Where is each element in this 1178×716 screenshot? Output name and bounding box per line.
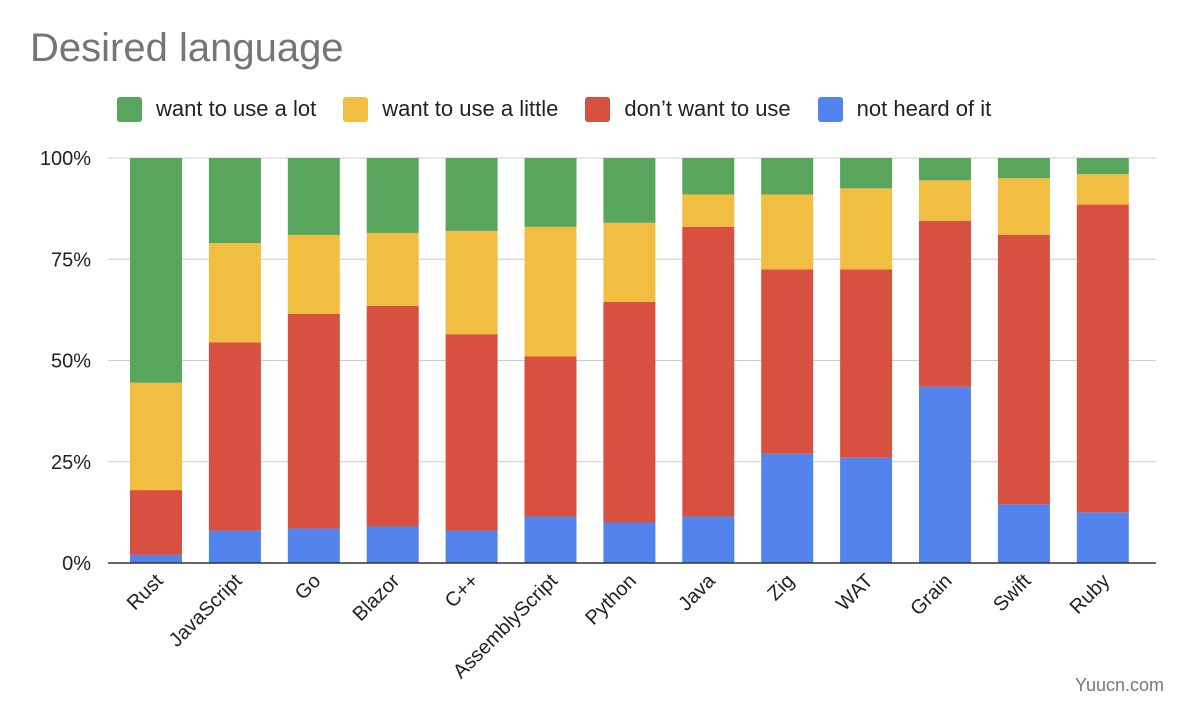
bar-segment-ruby-want-to-use-a-little [1076,174,1129,205]
x-tick-label: Rust [123,570,168,615]
bar-segment-c-want-to-use-a-lot [445,158,498,231]
bar-segment-ruby-don-t-want-to-use [1076,204,1129,513]
legend-swatch [117,96,142,122]
y-tick-label: 100% [40,148,91,170]
y-tick-label: 25% [51,452,91,474]
bar-segment-zig-want-to-use-a-little [761,194,814,270]
x-tick-label: Go [291,570,325,604]
legend-label: not heard of it [856,96,992,121]
x-tick-label: Zig [764,570,799,605]
bar-segment-assemblyscript-want-to-use-a-little [524,226,577,357]
bar-segment-swift-want-to-use-a-lot [997,158,1050,179]
legend-item-want-to-use-a-lot: want to use a lot [117,96,316,122]
bar-segment-java-don-t-want-to-use [682,226,735,517]
bar-segment-rust-want-to-use-a-lot [130,158,182,383]
watermark: Yuucn.com [1074,675,1164,695]
legend-label: don’t want to use [624,96,791,121]
bar-segment-go-want-to-use-a-little [287,234,340,314]
bar-segment-blazor-don-t-want-to-use [366,305,419,527]
bar-segment-go-not-heard-of-it [287,528,340,563]
bar-segment-javascript-want-to-use-a-little [208,243,261,343]
bar-segment-rust-want-to-use-a-little [130,382,182,491]
bar-segment-javascript-want-to-use-a-lot [208,158,261,244]
bar-segment-blazor-want-to-use-a-little [366,232,419,306]
bar-segment-ruby-want-to-use-a-lot [1076,158,1129,175]
y-tick-label: 0% [62,553,91,575]
x-tick-label: Grain [906,570,956,620]
x-tick-label: JavaScript [165,570,247,652]
x-tick-label: C++ [441,570,483,612]
bar-segment-assemblyscript-want-to-use-a-lot [524,158,577,227]
bar-segment-blazor-not-heard-of-it [366,526,419,563]
bar-segment-swift-don-t-want-to-use [997,234,1050,505]
bar-segment-c-not-heard-of-it [445,530,498,563]
bar-segment-java-want-to-use-a-little [682,194,735,227]
bar-segment-javascript-not-heard-of-it [208,530,261,563]
bar-segment-grain-not-heard-of-it [919,386,971,563]
bar-segment-wat-want-to-use-a-lot [840,158,893,189]
legend-swatch [343,96,369,122]
bar-segment-go-don-t-want-to-use [287,313,340,529]
x-tick-label: Ruby [1066,570,1115,619]
bar-segment-blazor-want-to-use-a-lot [366,158,419,233]
bar-segment-wat-want-to-use-a-little [840,188,893,270]
bar-segment-ruby-not-heard-of-it [1076,512,1129,563]
bar-segment-python-want-to-use-a-lot [603,158,656,223]
bar-segment-assemblyscript-don-t-want-to-use [524,356,577,517]
bar-segment-java-not-heard-of-it [682,516,735,563]
bar-segment-c-don-t-want-to-use [445,334,498,531]
bar-segment-rust-not-heard-of-it [130,554,182,563]
bar-segment-java-want-to-use-a-lot [682,158,735,195]
x-tick-label: Blazor [349,570,405,626]
bar-segment-c-want-to-use-a-little [445,230,498,335]
legend-item-not-heard-of-it: not heard of it [817,96,992,122]
bar-segment-grain-don-t-want-to-use [919,220,971,387]
bar-segment-zig-don-t-want-to-use [761,269,814,454]
y-tick-label: 50% [51,351,91,373]
chart-title: Desired language [30,26,344,70]
bar-segment-go-want-to-use-a-lot [287,158,340,235]
bar-segment-grain-want-to-use-a-lot [919,158,971,181]
bar-segment-wat-don-t-want-to-use [840,269,893,458]
x-tick-label: Python [581,570,641,630]
legend-label: want to use a little [382,96,559,121]
bar-segment-swift-want-to-use-a-little [997,178,1050,235]
bar-segment-zig-not-heard-of-it [761,453,814,563]
bar-segment-python-don-t-want-to-use [603,301,656,523]
legend: want to use a lot want to use a little don… [117,93,1018,125]
bar-segment-grain-want-to-use-a-little [919,180,971,221]
x-tick-label: Java [674,569,720,615]
legend-swatch [585,96,611,122]
bar-segment-python-not-heard-of-it [603,522,656,563]
legend-item-want-to-use-a-little: want to use a little [343,96,558,122]
x-tick-label: WAT [832,570,877,615]
legend-item-don-t-want-to-use: don’t want to use [585,96,791,122]
x-tick-label: Swift [989,570,1036,617]
bar-segment-rust-don-t-want-to-use [130,490,182,555]
bar-segment-javascript-don-t-want-to-use [208,342,261,531]
bar-segment-assemblyscript-not-heard-of-it [524,516,577,563]
bar-segment-wat-not-heard-of-it [840,457,893,563]
bar-segment-swift-not-heard-of-it [997,504,1050,563]
legend-swatch [817,96,843,122]
bar-segment-python-want-to-use-a-little [603,222,656,302]
legend-label: want to use a lot [156,96,317,121]
bar-segment-zig-want-to-use-a-lot [761,158,814,195]
y-tick-label: 75% [51,249,91,271]
